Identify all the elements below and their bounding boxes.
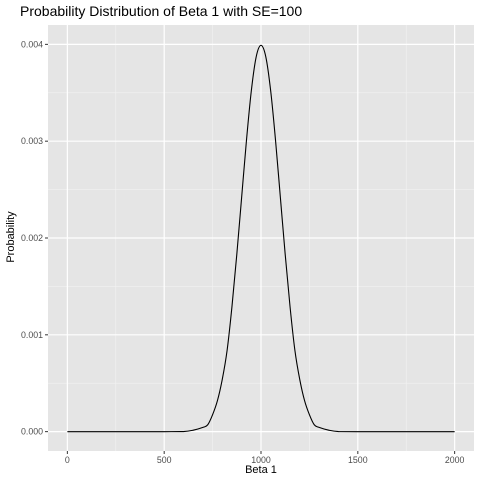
series-layer: [67, 44, 455, 433]
x-tick-label: 1000: [251, 455, 271, 465]
y-axis-title: Probability: [5, 211, 17, 263]
x-axis-title: Beta 1: [245, 464, 277, 476]
x-axis: 0 500 1000 1500 2000: [65, 451, 465, 465]
x-tick-label: 2000: [445, 455, 465, 465]
y-tick-label: 0.001: [21, 330, 43, 340]
x-tick-label: 1500: [348, 455, 368, 465]
y-tick-label: 0.000: [21, 427, 43, 437]
density-line: [67, 44, 455, 433]
y-axis: 0.000 0.001 0.002 0.003 0.004: [21, 39, 48, 437]
chart-title: Probability Distribution of Beta 1 with …: [20, 3, 302, 19]
x-tick-label: 0: [65, 455, 70, 465]
y-tick-label: 0.003: [21, 136, 43, 146]
grid-major: [48, 25, 474, 451]
y-tick-label: 0.004: [21, 39, 43, 49]
x-tick-label: 500: [157, 455, 172, 465]
y-tick-label: 0.002: [21, 233, 43, 243]
